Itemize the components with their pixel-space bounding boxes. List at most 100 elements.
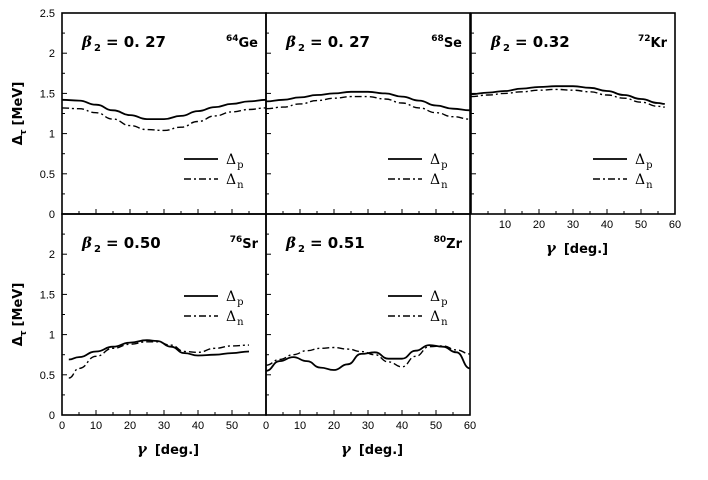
series-line-delta-p [68,339,250,361]
beta-sub: 2 [298,244,305,255]
legend-symbol: Δ [226,309,236,325]
x-tick-label: 20 [124,420,136,432]
beta-symbol: β [285,33,296,51]
series-line-delta-n [470,88,665,108]
series-line-delta-n [61,107,267,132]
nucleus-element: Se [444,36,462,51]
legend-symbol: Δ [635,172,645,188]
y-axis-title-symbol: Δ [11,135,26,145]
x-tick-label: 40 [396,420,408,432]
nucleus-mass: 72 [638,34,651,44]
legend-sub: n [237,317,244,328]
beta-sub: 2 [94,244,101,255]
beta-label: β 2 = 0. 27 [285,33,370,54]
nucleus-label: 68Se [431,34,462,51]
x-axis-title-symbol: γ [341,440,352,458]
y-tick-label: 0.5 [40,169,55,181]
legend-sub: n [646,180,653,191]
x-tick-label: 10 [90,420,102,432]
legend-label: Δn [635,172,653,191]
nucleus-mass: 68 [431,34,444,44]
legend-symbol: Δ [430,289,440,305]
beta-symbol: β [285,234,296,252]
beta-sub: 2 [94,43,101,54]
y-axis-title-unit: [MeV] [11,82,26,126]
legend-sub: p [237,297,243,308]
legend-label: Δp [635,152,653,171]
series-line-delta-n [68,341,250,379]
legend-label: Δp [226,289,244,308]
x-axis-title-symbol: γ [546,239,557,257]
x-tick-label: 30 [158,420,170,432]
y-tick-label: 1 [49,330,55,342]
series-line-delta-p [61,98,267,120]
beta-label: β 2 = 0.32 [490,33,570,54]
beta-value: = 0. 27 [310,33,370,51]
series-line-delta-p [470,85,665,105]
x-tick-label: 50 [430,420,442,432]
beta-sub: 2 [503,43,510,54]
y-axis-title: Δτ [MeV] [11,283,29,347]
legend-sub: p [237,160,243,171]
x-tick-label: 10 [499,219,511,231]
x-tick-label: 30 [362,420,374,432]
y-tick-label: 1.5 [40,88,55,100]
legend-label: Δn [226,309,244,328]
legend-symbol: Δ [430,152,440,168]
x-tick-label: 50 [226,420,238,432]
nucleus-mass: 76 [230,235,243,245]
legend-sub: n [237,180,244,191]
y-tick-label: 0.5 [40,370,55,382]
y-axis-title-sub: τ [19,129,29,135]
series-line-delta-p [265,90,471,112]
y-tick-label: 2 [49,48,55,60]
x-tick-label: 10 [294,420,306,432]
x-tick-label: 0 [59,420,65,432]
x-tick-label: 0 [263,420,269,432]
legend-label: Δn [226,172,244,191]
series-line-delta-n [265,345,471,368]
x-tick-label: 30 [567,219,579,231]
beta-symbol: β [81,33,92,51]
legend-symbol: Δ [226,172,236,188]
y-tick-label: 2.5 [40,8,55,20]
x-tick-label: 60 [464,420,476,432]
x-axis-title: γ [deg.] [546,239,608,257]
x-tick-label: 50 [635,219,647,231]
y-axis-title-symbol: Δ [11,336,26,346]
nucleus-element: Zr [446,237,462,252]
series-line-delta-n [265,95,471,120]
x-axis-title: γ [deg.] [341,440,403,458]
legend-label: Δp [430,289,448,308]
x-tick-label: 40 [601,219,613,231]
y-tick-label: 0 [49,209,55,221]
x-tick-label: 20 [533,219,545,231]
legend-symbol: Δ [635,152,645,168]
nucleus-element: Kr [651,36,668,51]
nucleus-label: 80Zr [434,235,463,252]
x-axis-title: γ [deg.] [137,440,199,458]
legend-sub: n [441,180,448,191]
y-axis-title-text: Δτ [MeV] [11,82,29,146]
beta-label: β 2 = 0.51 [285,234,365,255]
x-axis-title-unit: [deg.] [564,242,608,257]
beta-sub: 2 [298,43,305,54]
y-tick-label: 1 [49,129,55,141]
nucleus-mass: 80 [434,235,447,245]
legend-sub: p [441,297,447,308]
legend-symbol: Δ [226,152,236,168]
beta-label: β 2 = 0.50 [81,234,161,255]
axis-ticks [61,12,676,416]
nucleus-mass: 64 [226,34,239,44]
y-axis-title-sub: τ [19,330,29,336]
legend-symbol: Δ [430,172,440,188]
beta-value: = 0.50 [106,234,161,252]
x-axis-title-unit: [deg.] [359,443,403,458]
nucleus-label: 72Kr [638,34,668,51]
x-tick-label: 60 [669,219,681,231]
series-line-delta-p [265,344,471,372]
x-tick-label: 20 [328,420,340,432]
beta-symbol: β [81,234,92,252]
y-axis-title-text: Δτ [MeV] [11,283,29,347]
